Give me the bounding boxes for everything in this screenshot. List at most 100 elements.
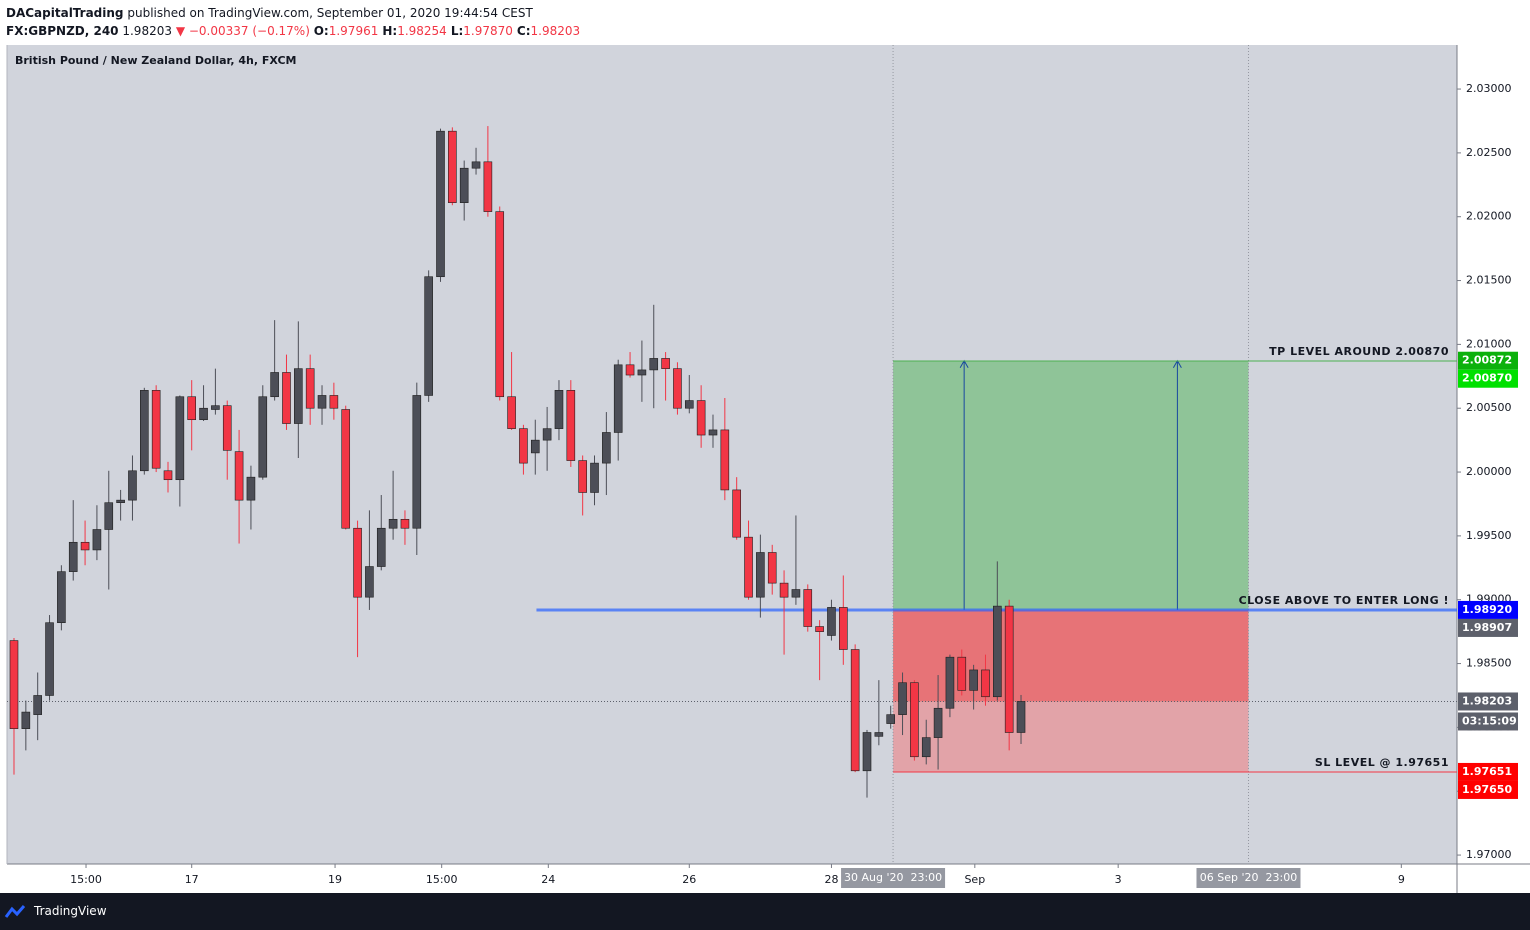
candle-body bbox=[151, 390, 161, 469]
candle-body bbox=[187, 396, 197, 421]
publish-line: DACapitalTrading published on TradingVie… bbox=[6, 4, 584, 22]
x-tick-label: 17 bbox=[185, 873, 199, 886]
candle-body bbox=[1016, 701, 1026, 733]
candle-body bbox=[507, 396, 516, 429]
candle-body bbox=[495, 211, 505, 398]
price-label-bg bbox=[1458, 762, 1518, 781]
candle-body bbox=[542, 428, 552, 441]
candle-body bbox=[566, 390, 576, 461]
level-annotation: TP LEVEL AROUND 2.00870 bbox=[1269, 345, 1449, 358]
y-tick-label: 2.00000 bbox=[1466, 465, 1512, 478]
candle-body bbox=[886, 714, 895, 724]
price-label-bg bbox=[1458, 780, 1518, 799]
range-label-bg bbox=[1196, 868, 1301, 888]
candle-body bbox=[246, 476, 256, 501]
x-tick-label: 26 bbox=[682, 873, 696, 886]
candle-body bbox=[365, 566, 374, 598]
candle-body bbox=[791, 589, 801, 598]
price-label: 1.98920 bbox=[1462, 603, 1512, 616]
price-label-bg bbox=[1458, 618, 1518, 637]
price-label-bg bbox=[1458, 600, 1518, 619]
candle-body bbox=[68, 541, 78, 572]
logo bbox=[4, 905, 26, 918]
candle-body bbox=[673, 368, 682, 409]
candle-body bbox=[33, 695, 42, 715]
y-tick-label: 2.00500 bbox=[1466, 401, 1512, 414]
candle-body bbox=[720, 429, 730, 491]
y-tick-label: 2.02500 bbox=[1466, 146, 1512, 159]
published: published on TradingView.com, September … bbox=[127, 6, 533, 20]
range-label: 06 Sep '20 23:00 bbox=[1200, 871, 1297, 884]
candle-body bbox=[957, 656, 967, 691]
candle-body bbox=[116, 499, 125, 503]
candle-body bbox=[519, 428, 528, 464]
price-label: 1.97651 bbox=[1462, 765, 1512, 778]
price-label: 1.98203 bbox=[1462, 694, 1512, 707]
candle-body bbox=[661, 358, 670, 369]
price-label: 2.00872 bbox=[1462, 354, 1512, 367]
candle-body bbox=[910, 682, 919, 758]
candle-body bbox=[21, 711, 31, 729]
y-tick-label: 2.01000 bbox=[1466, 337, 1512, 350]
candle-body bbox=[803, 589, 813, 627]
candle-body bbox=[732, 489, 741, 538]
candle-body bbox=[483, 161, 493, 212]
y-tick-label: 2.03000 bbox=[1466, 82, 1512, 95]
candle-body bbox=[45, 622, 54, 696]
countdown: 03:15:09 bbox=[1462, 714, 1517, 727]
candle-body bbox=[329, 395, 339, 409]
x-tick-label: 19 bbox=[328, 873, 342, 886]
candle-body bbox=[471, 161, 481, 169]
candle-body bbox=[945, 656, 955, 709]
change: ▼ −0.00337 (−0.17%) bbox=[175, 24, 310, 38]
candle-body bbox=[602, 432, 611, 464]
ohlc-key: L: bbox=[450, 24, 464, 38]
candle-body bbox=[530, 439, 540, 454]
candle-body bbox=[222, 405, 232, 451]
y-tick-label: 1.97000 bbox=[1466, 848, 1512, 861]
candle-body bbox=[104, 502, 114, 530]
candle-body bbox=[305, 368, 315, 409]
ohlc-key: C: bbox=[516, 24, 531, 38]
y-tick-label: 2.01500 bbox=[1466, 274, 1512, 287]
candle-body bbox=[459, 167, 469, 203]
candle-body bbox=[649, 358, 659, 371]
target-zone bbox=[893, 360, 1249, 610]
candle-body bbox=[625, 364, 635, 376]
candle-body bbox=[128, 470, 137, 501]
candle-body bbox=[341, 409, 351, 529]
x-tick-label: 3 bbox=[1115, 873, 1122, 886]
x-tick-label: 15:00 bbox=[426, 873, 458, 886]
ohlc-value: 1.97870 bbox=[463, 24, 513, 38]
symbol: FX:GBPNZD, 240 bbox=[6, 24, 119, 38]
x-tick-label: Sep bbox=[964, 873, 985, 886]
candle-body bbox=[767, 552, 777, 584]
candle-body bbox=[353, 527, 362, 598]
candle-body bbox=[921, 737, 931, 758]
candle-body bbox=[424, 276, 433, 396]
price-label: 1.98907 bbox=[1462, 621, 1512, 634]
ohlc-value: 1.97961 bbox=[328, 24, 379, 38]
y-tick-label: 1.99500 bbox=[1466, 529, 1512, 542]
range-label-bg bbox=[841, 868, 946, 888]
candle-body bbox=[637, 369, 647, 376]
x-tick-label: 9 bbox=[1398, 873, 1405, 886]
candle-body bbox=[400, 518, 410, 529]
candle-body bbox=[376, 527, 386, 567]
candle-body bbox=[1004, 605, 1014, 733]
price-label: 1.97650 bbox=[1462, 783, 1512, 796]
candle-body bbox=[9, 640, 19, 729]
candle-body bbox=[862, 732, 872, 772]
price-label-bg bbox=[1458, 692, 1518, 711]
candle-body bbox=[234, 451, 244, 501]
candle-body bbox=[270, 372, 279, 398]
price-label-bg bbox=[1458, 351, 1518, 370]
candle-body bbox=[578, 460, 587, 493]
candle-body bbox=[436, 130, 445, 278]
price-label-bg bbox=[1458, 369, 1518, 388]
y-tick-label: 2.02000 bbox=[1466, 210, 1512, 223]
candle-body bbox=[898, 682, 907, 715]
candle-body bbox=[57, 571, 66, 624]
